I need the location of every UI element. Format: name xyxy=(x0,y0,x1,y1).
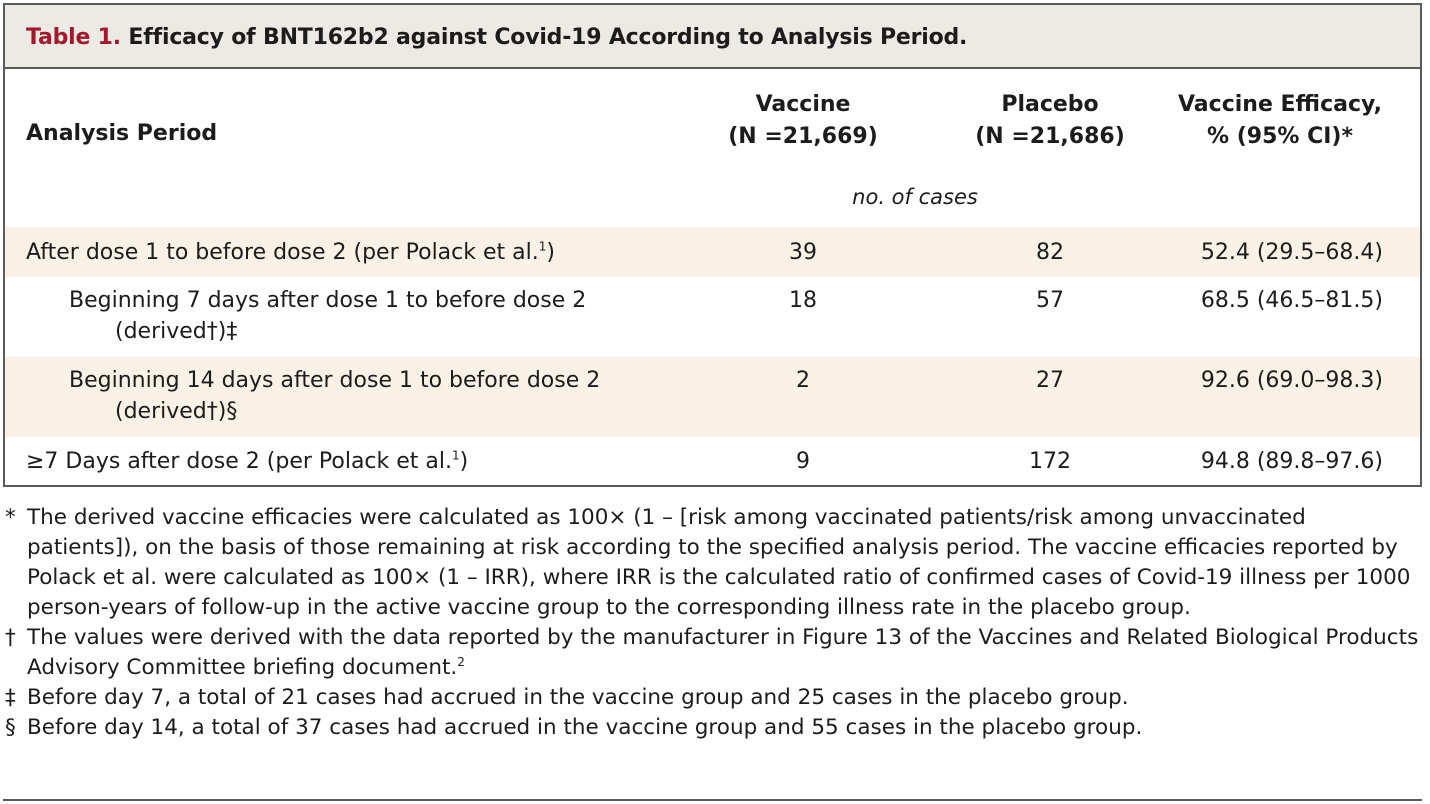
header-placebo-line1: Placebo xyxy=(1001,92,1099,117)
row-label-end: ) xyxy=(546,240,555,265)
row-label-continuation: (derived†)§ xyxy=(115,399,238,424)
row-label-text: After dose 1 to before dose 2 (per Polac… xyxy=(26,240,539,265)
table-row: ≥7 Days after dose 2 (per Polack et al.1… xyxy=(5,437,1420,485)
table-title-bar: Table 1. Efficacy of BNT162b2 against Co… xyxy=(5,5,1420,69)
cell-vaccine: 2 xyxy=(796,368,810,393)
row-label: Beginning 7 days after dose 1 to before … xyxy=(69,285,586,347)
cell-placebo: 57 xyxy=(1036,288,1064,313)
cell-efficacy: 92.6 (69.0–98.3) xyxy=(1200,368,1383,393)
reference-marker: 1 xyxy=(452,448,460,463)
table-row: Beginning 14 days after dose 1 to before… xyxy=(5,357,1420,437)
cell-efficacy: 68.5 (46.5–81.5) xyxy=(1200,288,1383,313)
header-placebo-line2: (N =21,686) xyxy=(975,124,1125,149)
cell-efficacy: 52.4 (29.5–68.4) xyxy=(1200,240,1383,265)
header-vaccine-efficacy: Vaccine Efficacy, % (95% CI)* xyxy=(1155,89,1405,153)
header-vaccine-line2: (N =21,669) xyxy=(728,124,878,149)
table-number: Table 1. xyxy=(26,25,121,50)
cell-vaccine: 39 xyxy=(789,240,817,265)
table-row: Beginning 7 days after dose 1 to before … xyxy=(5,277,1420,357)
row-label: After dose 1 to before dose 2 (per Polac… xyxy=(26,237,555,268)
row-label-end: ) xyxy=(459,449,469,474)
header-efficacy-line2: % (95% CI)* xyxy=(1207,124,1353,149)
footnote-text: Before day 7, a total of 21 cases had ac… xyxy=(27,685,1129,710)
footnotes: * The derived vaccine efficacies were cal… xyxy=(5,503,1420,743)
row-label: Beginning 14 days after dose 1 to before… xyxy=(69,365,600,427)
cell-placebo: 27 xyxy=(1036,368,1064,393)
footnote-symbol: ‡ xyxy=(5,685,16,710)
bottom-rule xyxy=(3,799,1422,801)
table-row: After dose 1 to before dose 2 (per Polac… xyxy=(5,227,1420,277)
footnote-symbol: † xyxy=(5,625,16,650)
footnote-text: The values were derived with the data re… xyxy=(27,625,1419,680)
footnote-symbol: § xyxy=(5,715,16,740)
subheader-no-of-cases: no. of cases xyxy=(852,185,978,209)
header-placebo: Placebo (N =21,686) xyxy=(955,89,1145,153)
footnote: † The values were derived with the data r… xyxy=(5,623,1420,683)
footnote-symbol: * xyxy=(5,505,16,530)
table-caption: Efficacy of BNT162b2 against Covid-19 Ac… xyxy=(120,25,968,50)
table-frame: Table 1. Efficacy of BNT162b2 against Co… xyxy=(3,3,1422,487)
cell-vaccine: 9 xyxy=(796,449,810,474)
header-vaccine: Vaccine (N =21,669) xyxy=(708,89,898,153)
reference-marker: 1 xyxy=(538,239,547,254)
table-title: Table 1. Efficacy of BNT162b2 against Co… xyxy=(26,25,967,50)
row-label-text: Beginning 14 days after dose 1 to before… xyxy=(69,368,601,393)
row-label-text: ≥7 Days after dose 2 (per Polack et al. xyxy=(26,449,452,474)
footnote-text: Before day 14, a total of 37 cases had a… xyxy=(27,715,1143,740)
header-vaccine-line1: Vaccine xyxy=(755,92,851,117)
footnote: ‡ Before day 7, a total of 21 cases had a… xyxy=(5,683,1420,713)
cell-efficacy: 94.8 (89.8–97.6) xyxy=(1200,449,1383,474)
header-efficacy-line1: Vaccine Efficacy, xyxy=(1177,92,1382,117)
cell-placebo: 82 xyxy=(1036,240,1064,265)
cell-vaccine: 18 xyxy=(789,288,817,313)
row-label-continuation: (derived†)‡ xyxy=(115,319,238,344)
footnote: § Before day 14, a total of 37 cases had … xyxy=(5,713,1420,743)
header-analysis-period: Analysis Period xyxy=(26,121,218,146)
reference-marker: 2 xyxy=(457,654,465,669)
row-label: ≥7 Days after dose 2 (per Polack et al.1… xyxy=(26,446,468,477)
cell-placebo: 172 xyxy=(1029,449,1071,474)
footnote: * The derived vaccine efficacies were cal… xyxy=(5,503,1420,623)
footnote-text: The derived vaccine efficacies were calc… xyxy=(27,505,1411,620)
row-label-text: Beginning 7 days after dose 1 to before … xyxy=(69,288,587,313)
